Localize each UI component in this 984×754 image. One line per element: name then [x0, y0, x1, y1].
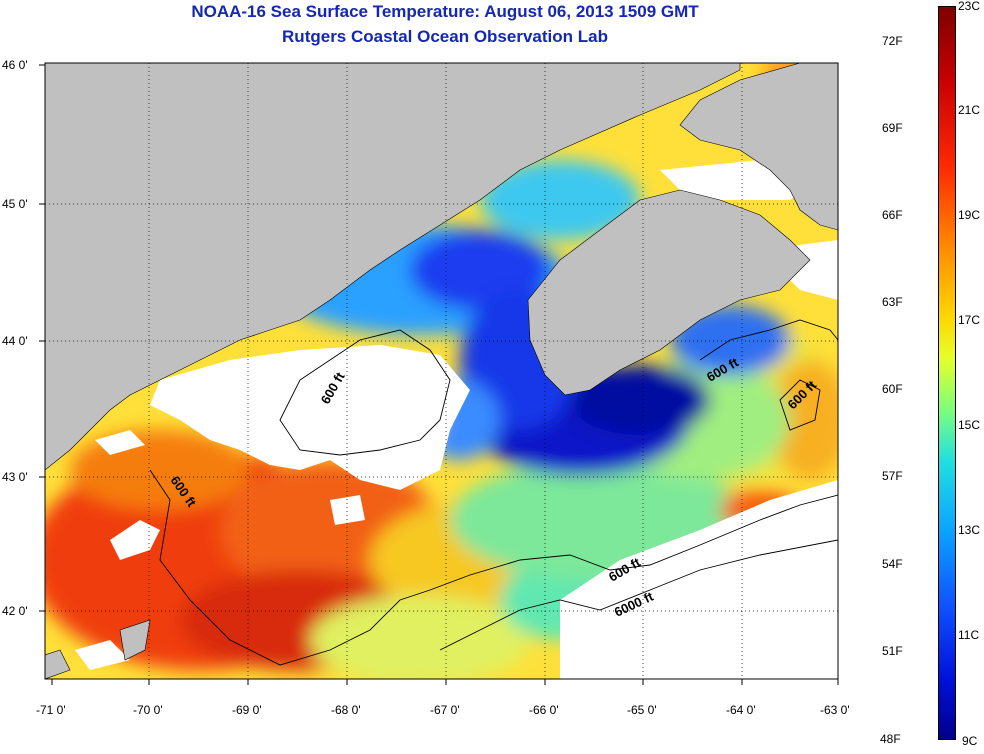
temperature-colorbar: [938, 6, 956, 740]
plot-frame: [44, 62, 839, 680]
colorbar-f-label: 63F: [882, 295, 903, 309]
colorbar-c-label: 17C: [958, 313, 981, 327]
colorbar-f-label: 60F: [882, 382, 903, 396]
colorbar-f-label: 72F: [882, 34, 903, 48]
lon-tick-label: -65 0': [627, 703, 657, 717]
colorbar-c-label: 11C: [958, 628, 980, 642]
colorbar-f-label: 57F: [882, 469, 903, 483]
colorbar-f-label: 69F: [882, 121, 903, 135]
lat-tick-label: 44 0': [2, 334, 28, 348]
lon-tick-label: -64 0': [726, 703, 756, 717]
lon-tick-label: -66 0': [529, 703, 559, 717]
colorbar-f-label: 66F: [882, 208, 903, 222]
lon-tick-label: -71 0': [36, 703, 66, 717]
colorbar-c-label: 23C: [958, 0, 981, 13]
colorbar-c-label: 13C: [958, 523, 981, 537]
lat-tick-label: 46 0': [2, 58, 28, 72]
colorbar-c-label: 9C: [962, 734, 978, 748]
lon-tick-label: -70 0': [133, 703, 163, 717]
colorbar-f-label: 54F: [882, 557, 903, 571]
lon-tick-label: -63 0': [820, 703, 850, 717]
land: [45, 63, 838, 679]
lat-tick-label: 43 0': [2, 470, 28, 484]
colorbar-c-label: 19C: [958, 208, 981, 222]
map-plot-area: 600 ft 600 ft 600 ft 600 ft 600 ft 6000 …: [45, 63, 838, 679]
colorbar-f-label: 51F: [882, 644, 903, 658]
cloud-cover: [75, 160, 838, 679]
map-subtitle: Rutgers Coastal Ocean Observation Lab: [282, 27, 608, 46]
colorbar-c-label: 21C: [958, 103, 981, 117]
axis-ticks: [39, 64, 839, 685]
isobath-contours: [149, 319, 838, 666]
colorbar-f-label: 48F: [880, 732, 901, 746]
lon-tick-label: -69 0': [232, 703, 262, 717]
colorbar-c-label: 15C: [958, 418, 981, 432]
lat-tick-label: 42 0': [2, 604, 28, 618]
lat-tick-label: 45 0': [2, 197, 28, 211]
graticule: [45, 63, 838, 679]
lon-tick-label: -68 0': [331, 703, 361, 717]
lon-tick-label: -67 0': [430, 703, 460, 717]
map-title: NOAA-16 Sea Surface Temperature: August …: [191, 2, 699, 21]
